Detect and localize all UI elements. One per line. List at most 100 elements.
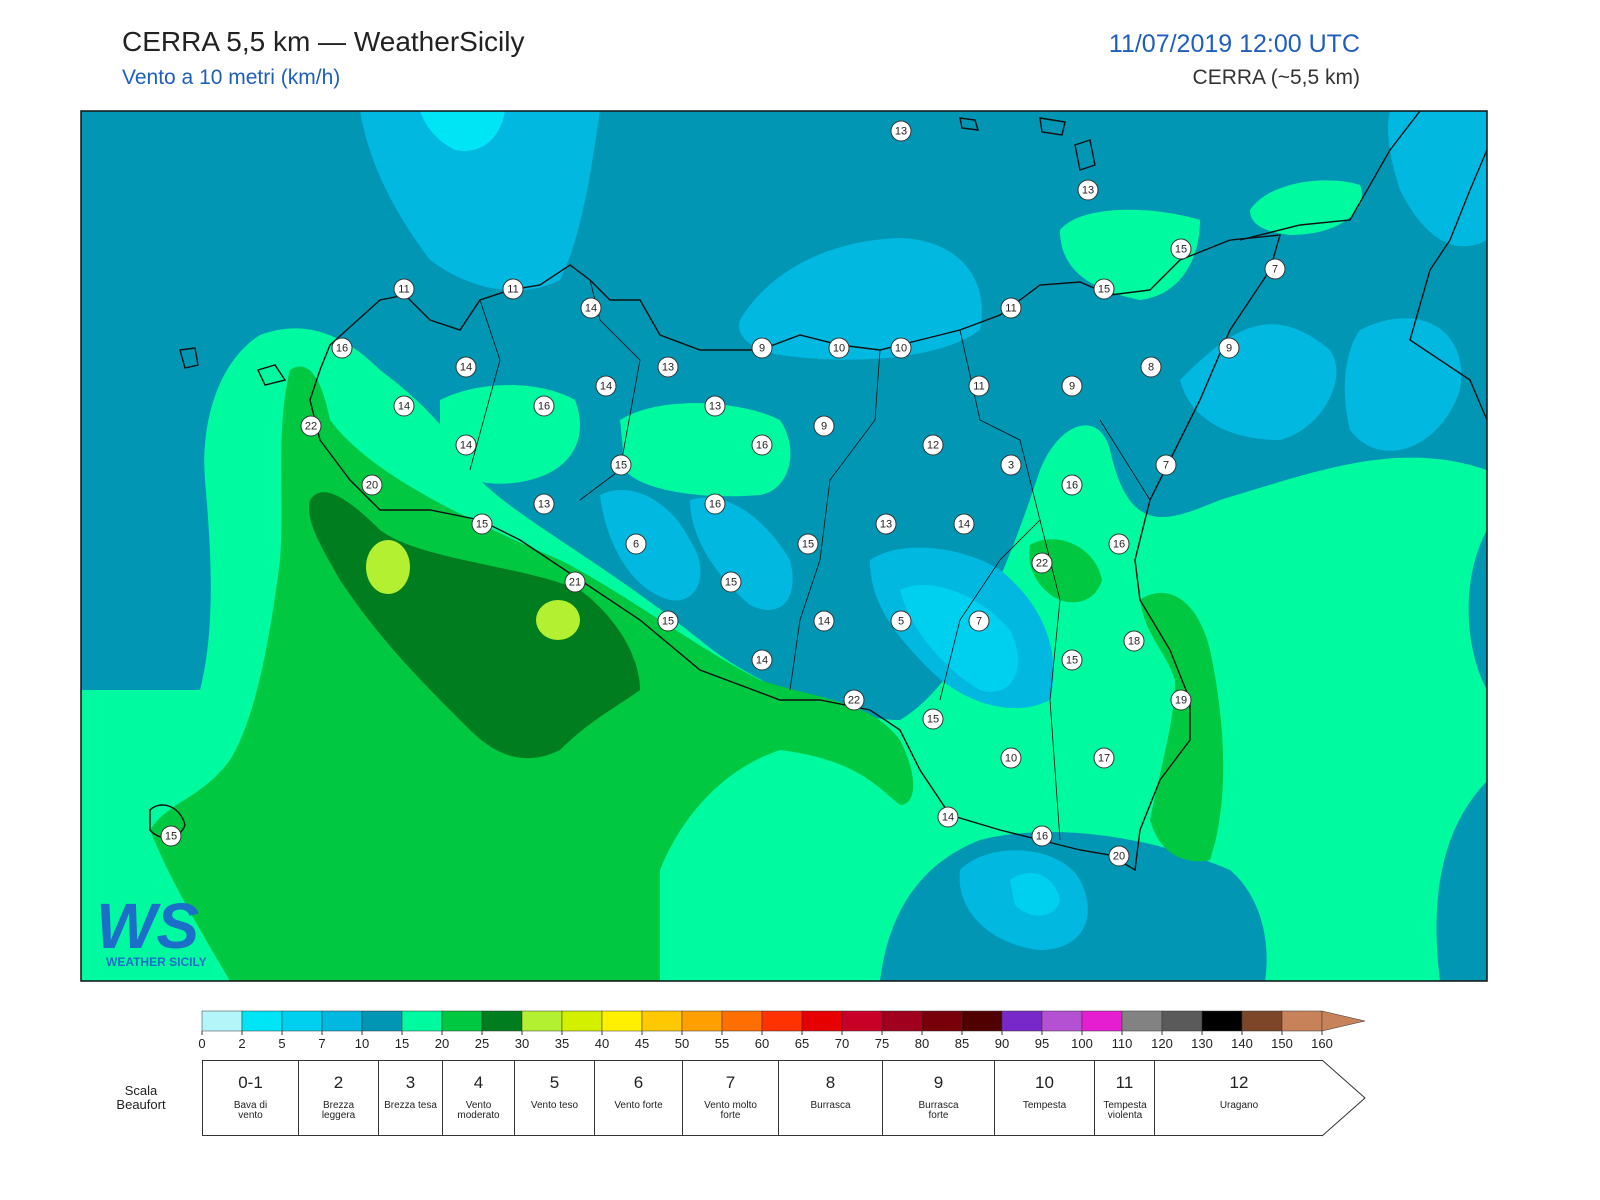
station-value: 15 — [165, 831, 177, 843]
beaufort-class: 9 Burrasca forte — [882, 1060, 995, 1136]
colorbar-tick-label: 30 — [515, 1036, 529, 1051]
station-marker — [1108, 845, 1130, 867]
date: 11/07/2019 12:00 UTC — [1108, 30, 1360, 58]
colorbar-tick-label: 130 — [1191, 1036, 1213, 1051]
colorbar-tick-label: 35 — [555, 1036, 569, 1051]
station-marker — [843, 689, 865, 711]
station-value: 15 — [927, 714, 939, 726]
station-marker — [953, 513, 975, 535]
colorbar-segment — [961, 1010, 1003, 1032]
station-value: 9 — [1226, 343, 1232, 355]
beaufort-class: 7 Vento molto forte — [682, 1060, 779, 1136]
station-value: 8 — [1148, 362, 1154, 374]
colorbar-tick-label: 85 — [955, 1036, 969, 1051]
station-marker — [533, 395, 555, 417]
station-marker — [455, 434, 477, 456]
colorbar-segment — [1001, 1010, 1043, 1032]
station-value: 16 — [1113, 539, 1125, 551]
station-marker — [1218, 337, 1240, 359]
station-value: 9 — [759, 343, 765, 355]
wind-field — [81, 111, 1487, 981]
station-marker — [580, 297, 602, 319]
station-value: 11 — [398, 284, 409, 296]
station-value: 11 — [507, 284, 518, 296]
colorbar-segment — [921, 1010, 963, 1032]
station-value: 7 — [1272, 264, 1278, 276]
colorbar-tick-label: 0 — [198, 1036, 205, 1051]
colorbar-tick-label: 70 — [835, 1036, 849, 1051]
colorbar-tick-label: 5 — [278, 1036, 285, 1051]
beaufort-force: 12 — [1229, 1073, 1249, 1092]
station-marker — [455, 356, 477, 378]
beaufort-class: 11 Tempesta violenta — [1094, 1060, 1155, 1136]
logo-mark: WS — [96, 890, 199, 962]
beaufort-class: 12 Uragano — [1154, 1060, 1323, 1136]
station-marker — [704, 493, 726, 515]
colorbar-segment — [281, 1010, 323, 1032]
station-value: 13 — [662, 362, 674, 374]
station-value: 15 — [476, 519, 488, 531]
beaufort-name: Burrasca — [810, 1100, 851, 1111]
station-value: 19 — [1175, 695, 1187, 707]
colorbar-tick-label: 120 — [1151, 1036, 1173, 1051]
beaufort-name: Vento teso — [530, 1100, 579, 1111]
colorbar-tick-label: 95 — [1035, 1036, 1049, 1051]
station-value: 11 — [1005, 303, 1016, 315]
beaufort-class: 4 Vento moderato — [442, 1060, 515, 1136]
station-value: 9 — [821, 421, 827, 433]
station-marker — [502, 278, 524, 300]
station-marker — [1000, 747, 1022, 769]
colorbar-segment — [241, 1010, 283, 1032]
station-marker — [1077, 179, 1099, 201]
map-frame — [80, 110, 1488, 982]
station-value: 9 — [1069, 381, 1075, 393]
station-marker — [1108, 533, 1130, 555]
station-value: 14 — [585, 303, 597, 315]
station-marker — [1140, 356, 1162, 378]
colorbar-tick-label: 55 — [715, 1036, 729, 1051]
station-marker — [1123, 630, 1145, 652]
station-value: 3 — [1008, 460, 1014, 472]
station-marker — [160, 825, 182, 847]
colorbar-tick-label: 75 — [875, 1036, 889, 1051]
station-marker — [1093, 747, 1115, 769]
station-marker — [1093, 278, 1115, 300]
beaufort-name: Bava di vento — [233, 1100, 268, 1121]
logo: WS WEATHER SICILY — [96, 890, 207, 969]
station-marker — [704, 395, 726, 417]
station-values: 13 13 15 15 7 11 11 14 11 16 9 10 10 9 14 13 8 14 11 9 14 16 1… — [160, 120, 1286, 867]
station-value: 14 — [958, 519, 970, 531]
beaufort-force: 6 — [633, 1073, 644, 1092]
colorbar-segment — [641, 1010, 683, 1032]
colorbar-tick-label: 110 — [1112, 1036, 1133, 1051]
station-value: 15 — [1066, 655, 1078, 667]
colorbar-tick-label: 100 — [1071, 1036, 1093, 1051]
station-value: 22 — [305, 421, 317, 433]
colorbar-segment — [1161, 1010, 1203, 1032]
station-marker — [922, 708, 944, 730]
station-value: 13 — [538, 499, 550, 511]
beaufort-label: Beaufort — [116, 1097, 166, 1112]
station-value: 13 — [1082, 185, 1094, 197]
beaufort-name: Tempesta violenta — [1103, 1100, 1147, 1121]
station-value: 15 — [615, 460, 627, 472]
beaufort-force: 3 — [405, 1073, 416, 1092]
station-marker — [937, 806, 959, 828]
station-value: 10 — [895, 343, 907, 355]
station-value: 21 — [569, 577, 581, 589]
colorbar-tick-label: 65 — [795, 1036, 809, 1051]
beaufort-class: 6 Vento forte — [594, 1060, 683, 1136]
colorbar-segment — [201, 1010, 243, 1032]
colorbar-extension — [1321, 1010, 1366, 1032]
station-marker — [393, 395, 415, 417]
station-value: 17 — [1098, 753, 1110, 765]
colorbar-tick-label: 160 — [1311, 1036, 1333, 1051]
beaufort-name: Tempesta — [1022, 1100, 1067, 1111]
station-marker — [875, 513, 897, 535]
station-value: 6 — [633, 539, 639, 551]
beaufort-name: Burrasca forte — [918, 1100, 959, 1121]
beaufort-force: 8 — [825, 1073, 836, 1092]
colorbar-tick-label: 10 — [355, 1036, 369, 1051]
station-marker — [890, 120, 912, 142]
colorbar-segment — [681, 1010, 723, 1032]
